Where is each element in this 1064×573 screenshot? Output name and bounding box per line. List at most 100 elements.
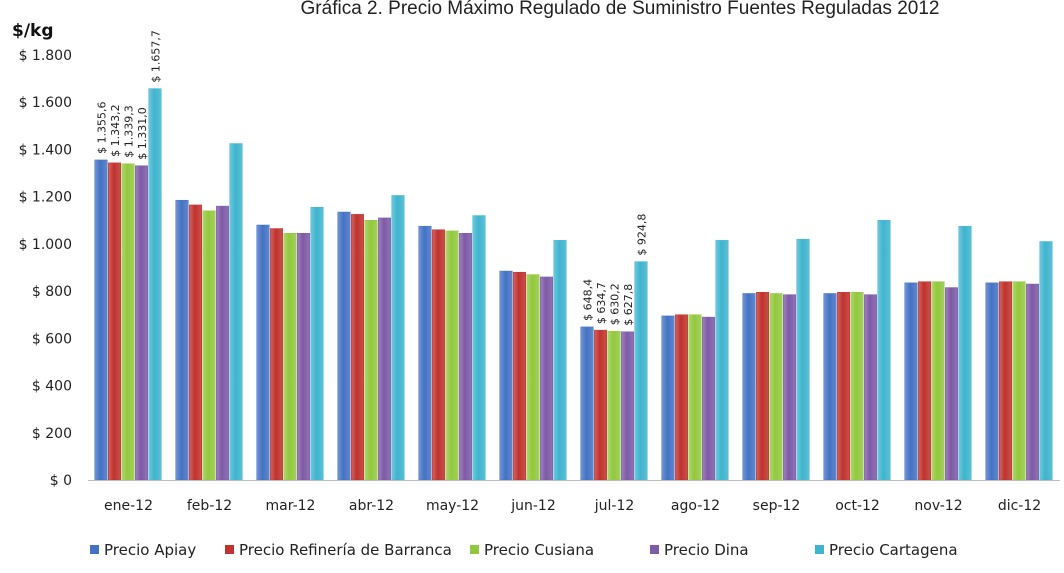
data-label: $ 634,7 (595, 282, 608, 324)
legend-swatch (90, 545, 99, 554)
bar-nov-12-series-1 (918, 281, 931, 481)
x-tick-label: abr-12 (349, 498, 394, 514)
bar-may-12-series-1 (432, 229, 445, 481)
bar-ene-12-series-2 (121, 163, 135, 481)
legend: Precio Apiay Precio Refinería de Barranca… (90, 541, 958, 559)
bar-abr-12-series-2 (364, 220, 378, 481)
bar-jul-12-series-0 (580, 326, 594, 481)
x-tick-label: feb-12 (187, 498, 232, 514)
bar-ago-12-series-3 (702, 316, 715, 481)
legend-swatch (650, 545, 659, 554)
bar-sep-12-series-0 (742, 293, 756, 481)
bar-dic-12-series-4 (1039, 241, 1053, 481)
data-label: $ 924,8 (636, 214, 649, 256)
y-tick-label: $ 600 (32, 331, 72, 347)
bar-ene-12-series-3 (135, 165, 148, 481)
bar-feb-12-series-3 (216, 205, 229, 481)
bar-nov-12-series-4 (958, 225, 972, 481)
y-tick-label: $ 1.400 (19, 142, 72, 158)
bar-feb-12-series-0 (175, 199, 189, 481)
bar-ago-12-series-4 (715, 240, 729, 481)
bar-mar-12-series-2 (283, 233, 297, 481)
bar-ene-12-series-0 (94, 159, 108, 481)
bar-feb-12-series-4 (229, 143, 243, 481)
bar-feb-12-series-2 (202, 210, 216, 481)
x-tick-label: ago-12 (671, 498, 720, 514)
bar-jun-12-series-2 (526, 274, 540, 481)
bar-sep-12-series-1 (756, 292, 769, 481)
legend-swatch (225, 545, 234, 554)
y-axis-label: $/kg (12, 21, 54, 41)
data-label: $ 1.657,7 (150, 30, 163, 82)
bar-dic-12-series-1 (999, 281, 1012, 481)
legend-entry: Precio Dina (664, 541, 749, 559)
bar-abr-12-series-3 (378, 217, 391, 481)
bar-nov-12-series-0 (904, 282, 918, 481)
bar-may-12-series-2 (445, 230, 459, 481)
x-tick-label: oct-12 (835, 498, 880, 514)
bar-oct-12-series-4 (877, 220, 891, 481)
y-tick-label: $ 0 (50, 473, 72, 489)
bar-sep-12-series-2 (769, 293, 783, 481)
y-tick-label: $ 1.000 (19, 237, 72, 253)
bar-ago-12-series-0 (661, 315, 675, 481)
legend-entry: Precio Cartagena (829, 541, 958, 559)
x-tick-label: may-12 (426, 498, 479, 514)
bar-jun-12-series-4 (553, 240, 567, 481)
bar-oct-12-series-0 (823, 293, 837, 481)
legend-entry: Precio Refinería de Barranca (239, 541, 452, 559)
bar-mar-12-series-4 (310, 207, 324, 481)
bar-abr-12-series-4 (391, 195, 405, 481)
y-tick-label: $ 1.800 (19, 48, 72, 64)
y-tick-label: $ 1.600 (19, 95, 72, 111)
bar-abr-12-series-1 (351, 214, 364, 481)
bar-ene-12-series-4 (148, 88, 162, 481)
x-tick-label: jul-12 (594, 498, 635, 514)
x-tick-label: mar-12 (266, 498, 316, 514)
bar-may-12-series-0 (418, 225, 432, 481)
y-tick-label: $ 400 (32, 379, 72, 395)
data-label: $ 627,8 (622, 284, 635, 326)
bar-mar-12-series-1 (270, 228, 283, 481)
bar-sep-12-series-4 (796, 238, 810, 481)
y-tick-label: $ 800 (32, 284, 72, 300)
x-axis: ene-12 feb-12 mar-12 abr-12 may-12 jun-12 jul-… (88, 480, 1060, 514)
bar-may-12-series-4 (472, 215, 486, 481)
legend-entry: Precio Apiay (104, 541, 196, 559)
bar-jul-12-series-1 (594, 329, 607, 481)
bar-abr-12-series-0 (337, 211, 351, 481)
bar-oct-12-series-1 (837, 292, 850, 481)
data-labels-group: $ 1.355,6 $ 1.343,2 $ 1.339,3 $ 1.331,0 $ 1.… (96, 30, 649, 326)
bar-may-12-series-3 (459, 233, 472, 481)
bar-jul-12-series-2 (607, 330, 621, 481)
x-tick-label: sep-12 (753, 498, 801, 514)
legend-swatch (815, 545, 824, 554)
data-label: $ 630,2 (609, 283, 622, 325)
bar-mar-12-series-3 (297, 233, 310, 481)
legend-entry: Precio Cusiana (484, 541, 594, 559)
bar-nov-12-series-3 (945, 287, 958, 481)
y-axis: $ 0 $ 200 $ 400 $ 600 $ 800 $ 1.000 $ 1.200 $ 1… (19, 48, 72, 489)
bar-dic-12-series-3 (1026, 283, 1039, 481)
bar-ene-12-series-1 (108, 162, 121, 481)
bar-sep-12-series-3 (783, 294, 796, 481)
bar-nov-12-series-2 (931, 281, 945, 481)
legend-swatch (470, 545, 479, 554)
x-tick-label: ene-12 (104, 498, 153, 514)
y-tick-label: $ 200 (32, 426, 72, 442)
data-label: $ 1.343,2 (109, 104, 122, 156)
bars-group (94, 88, 1053, 481)
bar-oct-12-series-3 (864, 294, 877, 481)
bar-oct-12-series-2 (850, 292, 864, 481)
data-label: $ 648,4 (582, 279, 595, 321)
x-tick-label: dic-12 (998, 498, 1041, 514)
data-label: $ 1.355,6 (96, 101, 109, 153)
data-label: $ 1.331,0 (136, 107, 149, 159)
bar-jul-12-series-3 (621, 331, 634, 481)
bar-jun-12-series-0 (499, 270, 513, 481)
bar-ago-12-series-1 (675, 314, 688, 481)
bar-jul-12-series-4 (634, 261, 648, 481)
bar-dic-12-series-0 (985, 282, 999, 481)
bar-dic-12-series-2 (1012, 281, 1026, 481)
